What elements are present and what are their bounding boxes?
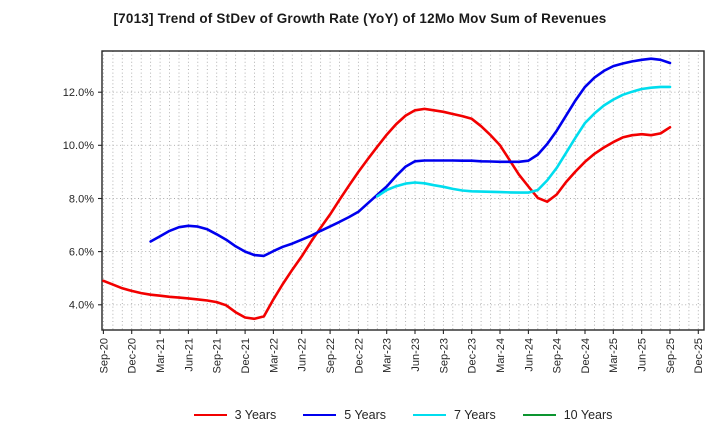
series-line-7-years [375,85,672,198]
y-tick-label: 10.0% [63,140,94,152]
chart-legend: 3 Years 5 Years 7 Years 10 Years [102,402,704,428]
x-tick-label: Mar-23 [382,338,394,373]
x-tick-label: Jun-25 [637,338,649,372]
x-tick-label: Jun-24 [523,338,535,372]
x-tick-label: Sep-24 [552,338,564,373]
x-tick-label: Mar-21 [155,338,167,373]
x-tick-label: Sep-23 [438,338,450,373]
y-tick-label: 8.0% [69,193,94,205]
y-tick-label: 6.0% [69,246,94,258]
x-tick-label: Mar-22 [268,338,280,373]
legend-item-10-years: 10 Years [522,408,613,422]
x-tick-label: Jun-21 [183,338,195,372]
x-tick-label: Dec-24 [580,338,592,373]
y-tick-label: 4.0% [69,300,94,312]
series-line-3-years [102,107,672,321]
legend-label-5-years: 5 Years [344,408,387,422]
x-tick-label: Mar-24 [495,338,507,373]
y-tick-label: 12.0% [63,87,94,99]
chart-title: [7013] Trend of StDev of Growth Rate (Yo… [113,11,607,26]
x-tick-label: Sep-20 [98,338,110,373]
x-tick-label: Sep-21 [212,338,224,373]
legend-item-5-years: 5 Years [303,408,386,422]
x-tick-label: Sep-22 [325,338,337,373]
legend-item-7-years: 7 Years [413,408,496,422]
x-tick-label: Dec-22 [353,338,365,373]
x-tick-label: Dec-25 [693,338,705,373]
x-tick-label: Jun-22 [297,338,309,372]
legend-swatch-3-years [193,413,227,417]
x-tick-label: Jun-23 [410,338,422,372]
x-tick-label: Dec-21 [240,338,252,373]
legend-swatch-7-years [413,413,447,417]
series-line-5-years [149,57,672,258]
x-tick-label: Dec-23 [467,338,479,373]
plot-border [101,50,705,331]
x-tick-label: Sep-25 [665,338,677,373]
legend-label-10-years: 10 Years [563,408,613,422]
legend-label-3-years: 3 Years [234,408,277,422]
x-tick-label: Dec-20 [127,338,139,373]
legend-swatch-10-years [522,413,556,417]
x-tick-label: Mar-25 [608,338,620,373]
legend-label-7-years: 7 Years [454,408,496,422]
legend-item-3-years: 3 Years [193,408,277,422]
legend-swatch-5-years [303,413,337,417]
